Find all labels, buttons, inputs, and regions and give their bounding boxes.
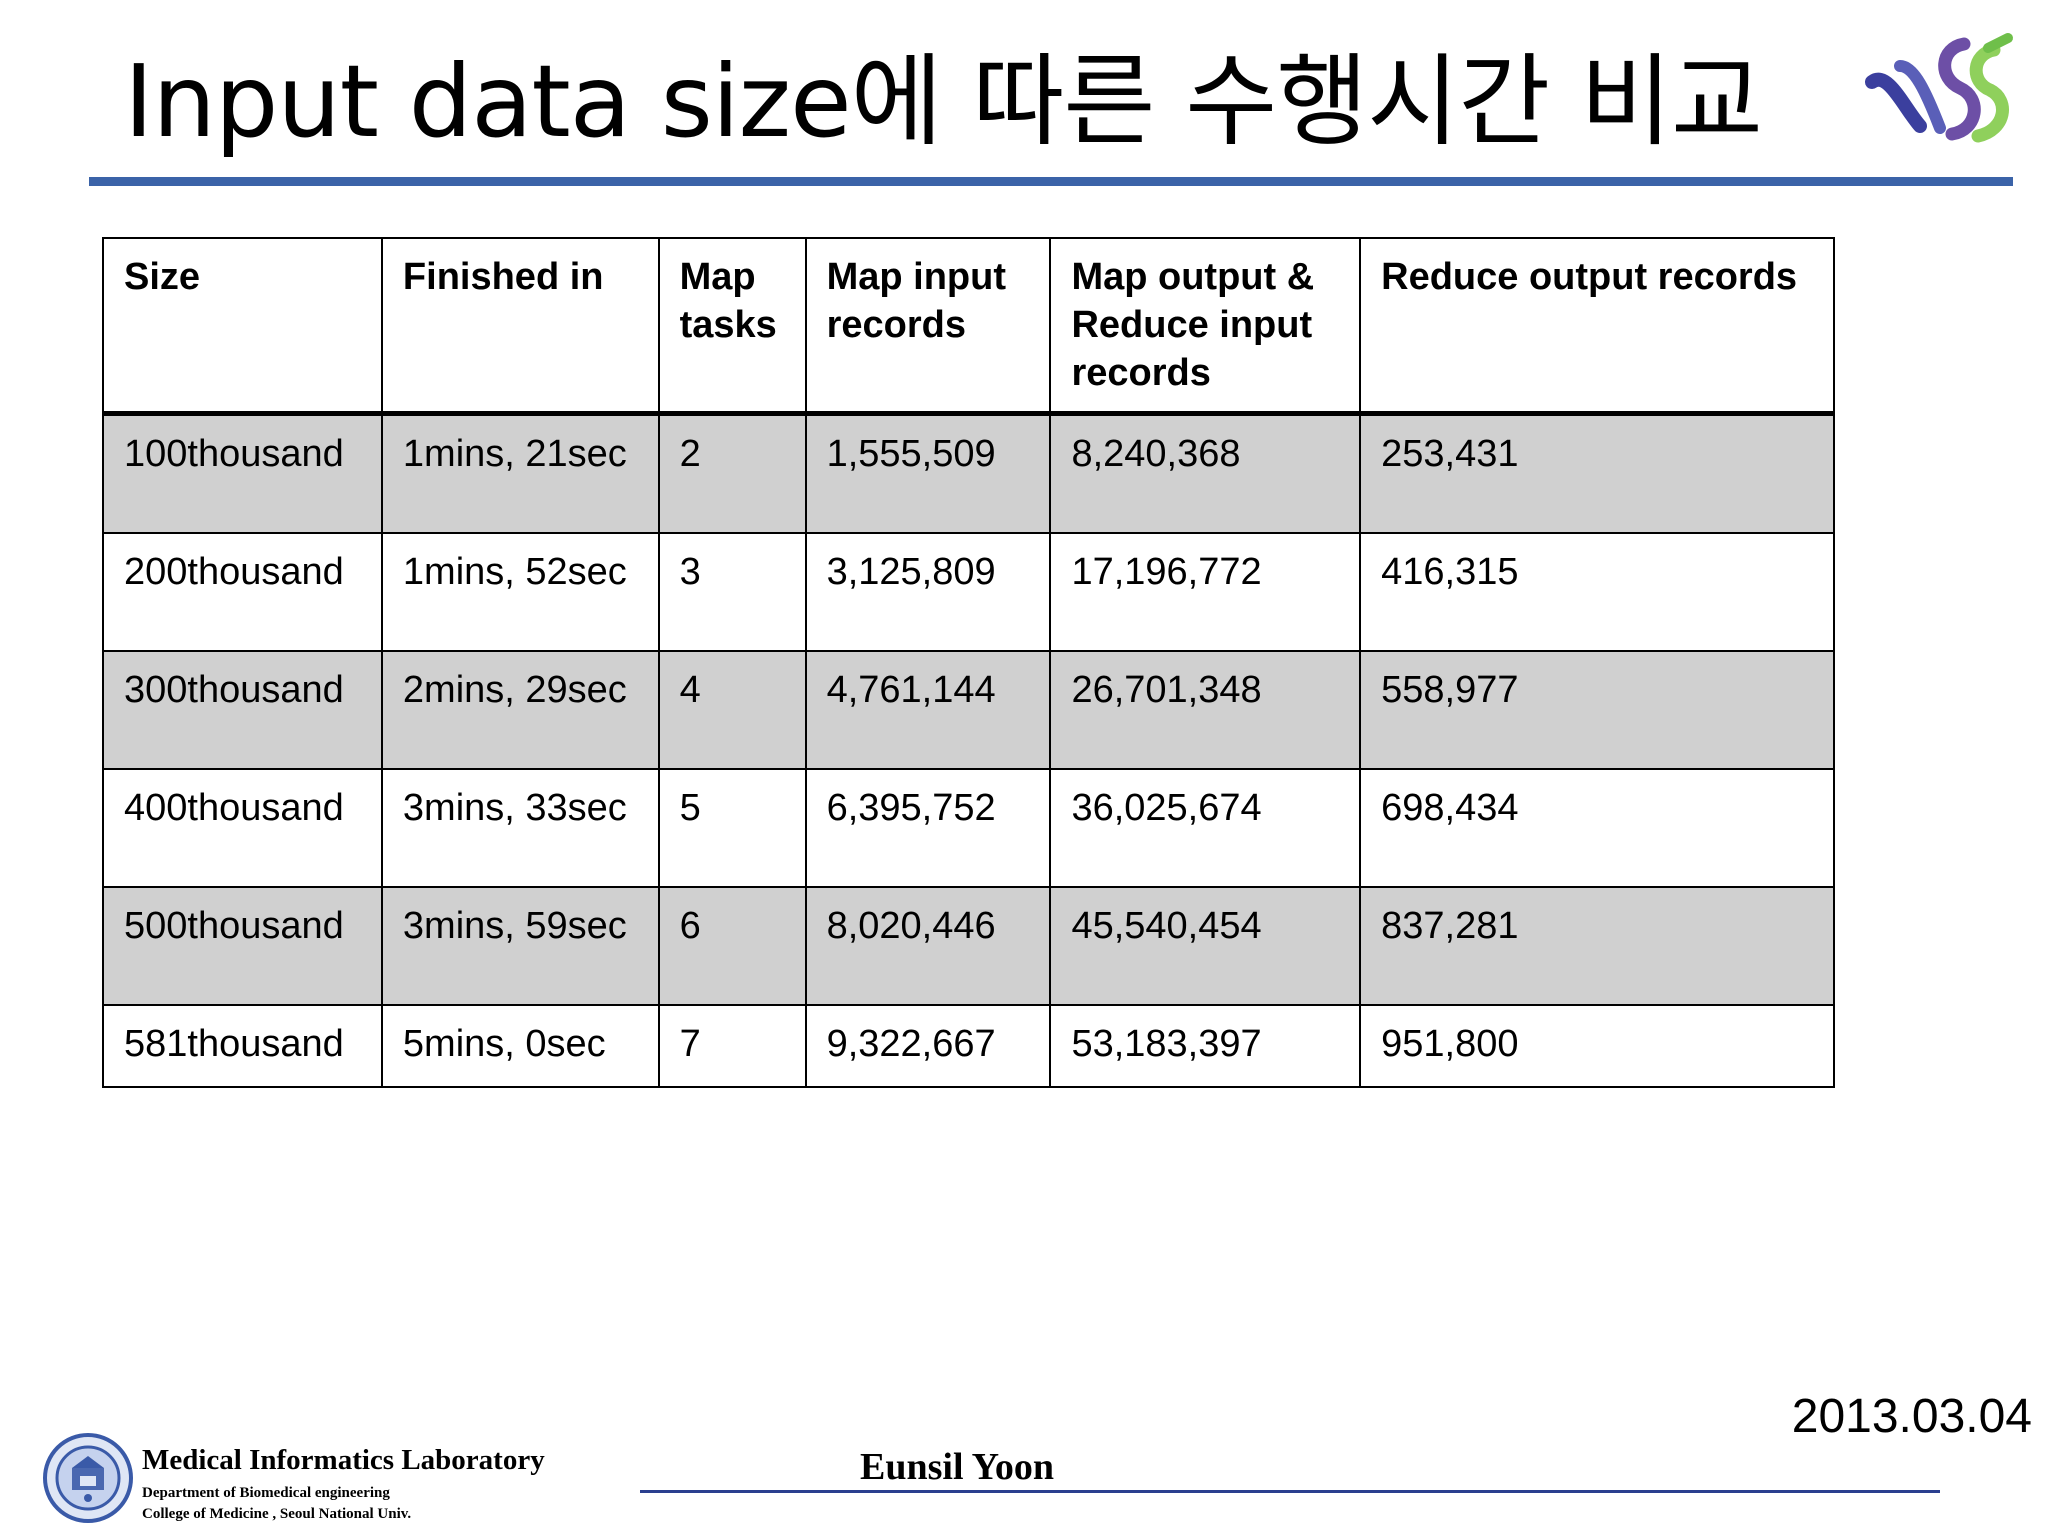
cell-size: 300thousand [102,650,383,770]
cell-reduce-output: 253,431 [1359,412,1835,534]
cell-map-input: 6,395,752 [804,768,1052,888]
cell-map-tasks: 3 [657,532,807,652]
cell-map-output: 45,540,454 [1049,886,1362,1006]
table-header-row: Size Finished in Map tasks Map input rec… [102,237,1835,416]
cell-map-tasks: 7 [657,1004,807,1088]
cell-finished: 1mins, 52sec [380,532,660,652]
cell-map-input: 4,761,144 [804,650,1052,770]
cell-finished: 3mins, 33sec [380,768,660,888]
title-divider [89,177,2013,186]
header-map-output-reduce-input: Map output & Reduce input records [1049,237,1362,416]
table-row: 400thousand 3mins, 33sec 5 6,395,752 36,… [102,768,1835,888]
header-size: Size [102,237,383,416]
header-map-tasks: Map tasks [657,237,807,416]
cell-map-tasks: 5 [657,768,807,888]
cell-map-tasks: 6 [657,886,807,1006]
slide-title: Input data size에 따른 수행시간 비교 [124,43,1763,160]
cell-map-input: 8,020,446 [804,886,1052,1006]
header-finished-in: Finished in [380,237,660,416]
cell-map-input: 3,125,809 [804,532,1052,652]
header-reduce-output-records: Reduce output records [1359,237,1835,416]
table-row: 200thousand 1mins, 52sec 3 3,125,809 17,… [102,532,1835,652]
cell-map-tasks: 4 [657,650,807,770]
results-table: Size Finished in Map tasks Map input rec… [102,237,1835,1088]
header-map-input-records: Map input records [804,237,1052,416]
cell-size: 500thousand [102,886,383,1006]
cell-reduce-output: 837,281 [1359,886,1835,1006]
cell-size: 100thousand [102,412,383,534]
lab-name: Medical Informatics Laboratory [142,1444,545,1476]
cell-size: 581thousand [102,1004,383,1088]
cell-map-output: 8,240,368 [1049,412,1362,534]
lab-logo-icon [1865,33,2013,143]
table-row: 581thousand 5mins, 0sec 7 9,322,667 53,1… [102,1004,1835,1088]
cell-map-output: 53,183,397 [1049,1004,1362,1088]
cell-map-tasks: 2 [657,412,807,534]
slide-date: 2013.03.04 [1791,1390,2032,1443]
cell-finished: 3mins, 59sec [380,886,660,1006]
cell-finished: 1mins, 21sec [380,412,660,534]
cell-reduce-output: 558,977 [1359,650,1835,770]
cell-map-output: 26,701,348 [1049,650,1362,770]
cell-size: 400thousand [102,768,383,888]
cell-size: 200thousand [102,532,383,652]
table-row: 500thousand 3mins, 59sec 6 8,020,446 45,… [102,886,1835,1006]
table-row: 100thousand 1mins, 21sec 2 1,555,509 8,2… [102,412,1835,534]
cell-reduce-output: 698,434 [1359,768,1835,888]
lab-department: Department of Biomedical engineering [142,1485,390,1501]
table-row: 300thousand 2mins, 29sec 4 4,761,144 26,… [102,650,1835,770]
cell-map-input: 1,555,509 [804,412,1052,534]
cell-map-output: 36,025,674 [1049,768,1362,888]
lab-college: College of Medicine , Seoul National Uni… [142,1506,412,1522]
cell-reduce-output: 951,800 [1359,1004,1835,1088]
cell-finished: 5mins, 0sec [380,1004,660,1088]
cell-finished: 2mins, 29sec [380,650,660,770]
cell-map-input: 9,322,667 [804,1004,1052,1088]
cell-reduce-output: 416,315 [1359,532,1835,652]
footer-divider [640,1490,1940,1493]
cell-map-output: 17,196,772 [1049,532,1362,652]
university-seal-icon [43,1433,133,1523]
author-name: Eunsil Yoon [860,1446,1054,1488]
